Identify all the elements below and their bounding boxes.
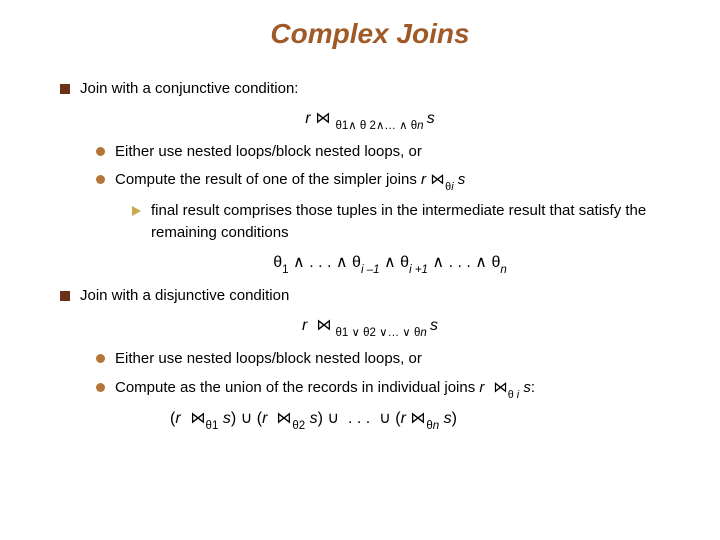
text-compute2: Compute as the union of the records in i… <box>115 377 680 401</box>
bowtie-icon: ⋈ <box>411 407 426 431</box>
bullet-disjunctive: Join with a disjunctive condition <box>60 285 680 308</box>
sym-r: r <box>302 317 307 334</box>
text-conjunctive: Join with a conjunctive condition: <box>80 78 680 101</box>
bowtie-icon: ⋈ <box>317 314 332 338</box>
bullet-compute1: Compute the result of one of the simpler… <box>96 169 680 193</box>
slide: Complex Joins Join with a conjunctive co… <box>0 0 720 459</box>
triangle-bullet-icon <box>132 206 141 216</box>
text-compute1: Compute the result of one of the simpler… <box>115 169 680 193</box>
text-nested1: Either use nested loops/block nested loo… <box>115 141 680 164</box>
formula-remaining-cond: θ1 ∧ . . . ∧ θi –1 ∧ θi +1 ∧ . . . ∧ θn <box>100 251 680 277</box>
sub-disj: θ1 ∨ θ2 ∨… ∨ θn <box>332 327 430 339</box>
bowtie-icon: ⋈ <box>493 377 507 400</box>
bullet-final-result: final result comprises those tuples in t… <box>132 200 680 245</box>
sub-conj: θ1∧ θ 2∧… ∧ θn <box>335 120 426 132</box>
sym-r: r <box>305 110 310 127</box>
bowtie-icon: ⋈ <box>315 107 330 131</box>
bullet-compute2: Compute as the union of the records in i… <box>96 377 680 401</box>
formula-disjunctive: r ⋈ θ1 ∨ θ2 ∨… ∨ θn s <box>60 314 680 340</box>
dot-bullet-icon <box>96 175 105 184</box>
bullet-conjunctive: Join with a conjunctive condition: <box>60 78 680 101</box>
sym-s: s <box>427 110 435 127</box>
bowtie-icon: ⋈ <box>431 169 445 192</box>
formula-union: (r ⋈θ1 s) ∪ (r ⋈θ2 s) ∪ . . . ∪ (r ⋈θn s… <box>170 407 680 433</box>
text-nested2: Either use nested loops/block nested loo… <box>115 348 680 371</box>
bowtie-icon: ⋈ <box>190 407 205 431</box>
dot-bullet-icon <box>96 147 105 156</box>
sym-s: s <box>430 317 438 334</box>
text-disjunctive: Join with a disjunctive condition <box>80 285 680 308</box>
dot-bullet-icon <box>96 383 105 392</box>
slide-title: Complex Joins <box>60 18 680 50</box>
formula-conjunctive: r ⋈ θ1∧ θ 2∧… ∧ θn s <box>60 107 680 133</box>
text-final-result: final result comprises those tuples in t… <box>151 200 680 245</box>
bullet-nested1: Either use nested loops/block nested loo… <box>96 141 680 164</box>
square-bullet-icon <box>60 84 70 94</box>
square-bullet-icon <box>60 291 70 301</box>
bullet-nested2: Either use nested loops/block nested loo… <box>96 348 680 371</box>
bowtie-icon: ⋈ <box>277 407 292 431</box>
dot-bullet-icon <box>96 354 105 363</box>
slide-content: Join with a conjunctive condition: r ⋈ θ… <box>60 78 680 433</box>
